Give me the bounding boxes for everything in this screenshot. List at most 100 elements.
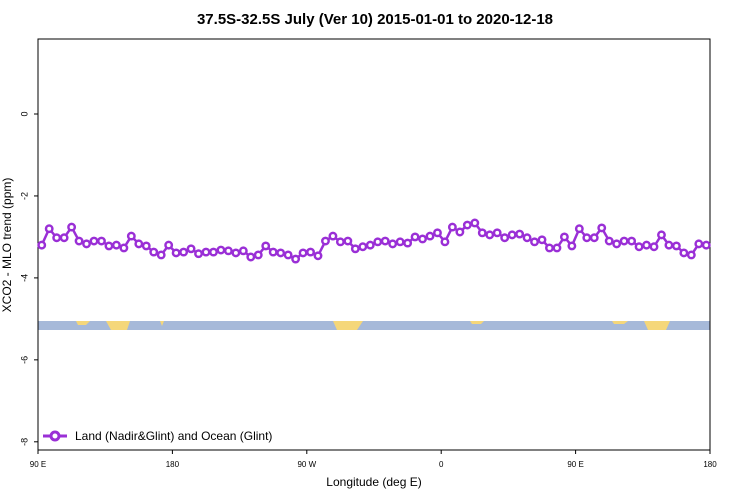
data-point [403, 238, 413, 248]
data-point [462, 220, 472, 230]
data-point [418, 234, 427, 244]
x-tick-label: 90 E [567, 460, 583, 469]
data-point [52, 233, 62, 243]
data-point [671, 241, 681, 251]
data-point [649, 242, 659, 252]
data-point [686, 250, 696, 260]
data-point [433, 228, 442, 238]
data-point [186, 244, 196, 254]
data-point [470, 218, 480, 228]
data-point [522, 233, 532, 243]
data-point [567, 241, 577, 251]
data-point [89, 236, 99, 246]
data-point [268, 247, 278, 257]
data-point [149, 247, 159, 257]
data-point [44, 224, 54, 234]
data-point [97, 236, 106, 246]
data-point [492, 228, 502, 238]
data-point [134, 239, 144, 249]
data-point [104, 241, 114, 251]
data-point [111, 240, 121, 250]
x-tick-label: 90 E [30, 460, 46, 469]
data-point [694, 239, 704, 249]
y-tick-label: -8 [19, 438, 29, 446]
data-point [597, 223, 607, 233]
data-point [358, 242, 368, 252]
data-point [559, 232, 569, 242]
data-point [425, 231, 435, 241]
data-point [37, 240, 47, 250]
legend-marker [49, 430, 61, 442]
data-point [179, 247, 189, 257]
legend-label: Land (Nadir&Glint) and Ocean (Glint) [75, 429, 272, 443]
data-point [298, 248, 308, 258]
data-point [507, 230, 517, 240]
data-point [306, 247, 315, 257]
data-point [246, 252, 256, 262]
data-point [447, 222, 457, 232]
data-point [119, 243, 129, 253]
data-point [440, 237, 450, 247]
chart-title: 37.5S-32.5S July (Ver 10) 2015-01-01 to … [197, 11, 553, 28]
data-point [657, 230, 666, 240]
data-point [126, 231, 136, 241]
x-tick-label: 180 [703, 460, 717, 469]
data-point [164, 240, 174, 250]
data-point [156, 250, 166, 260]
legend: Land (Nadir&Glint) and Ocean (Glint) [43, 429, 272, 443]
data-point [59, 233, 69, 243]
x-axis-label: Longitude (deg E) [326, 475, 421, 489]
y-axis-label: XCO2 - MLO trend (ppm) [0, 178, 14, 313]
data-point [216, 245, 226, 255]
data-point [642, 240, 651, 250]
data-point [365, 240, 375, 250]
data-point [574, 224, 584, 234]
data-point [634, 242, 644, 252]
data-point [604, 236, 614, 246]
data-point [485, 230, 495, 240]
y-tick-label: -4 [19, 274, 29, 282]
data-point [477, 228, 487, 238]
data-point [701, 240, 711, 250]
data-point [537, 235, 547, 245]
data-point [589, 233, 599, 243]
data-point [67, 222, 77, 232]
data-point [627, 236, 637, 246]
data-point [380, 236, 390, 246]
data-point [545, 243, 554, 253]
data-point [261, 241, 271, 251]
y-tick-label: -2 [19, 192, 29, 200]
data-point [679, 248, 689, 258]
data-point [321, 236, 330, 246]
data-point [313, 251, 323, 261]
data-point [276, 248, 286, 258]
map-strip [38, 321, 710, 330]
data-point [552, 243, 562, 253]
data-point [335, 237, 345, 247]
data-point [194, 249, 203, 259]
x-tick-label: 0 [439, 460, 444, 469]
data-point [171, 248, 181, 258]
x-tick-label: 90 W [297, 460, 316, 469]
data-point [291, 254, 301, 264]
x-tick-label: 180 [166, 460, 180, 469]
data-point [82, 239, 91, 249]
data-point [350, 244, 360, 254]
data-point [410, 232, 420, 242]
y-tick-label: 0 [19, 111, 29, 116]
data-point [201, 247, 211, 257]
data-point [74, 236, 84, 246]
data-point [253, 250, 263, 260]
data-point [223, 246, 233, 256]
data-point [619, 236, 629, 246]
data-point [283, 250, 293, 260]
data-point [612, 239, 622, 249]
data-point [500, 233, 510, 243]
data-point [328, 231, 338, 241]
data-point [231, 248, 241, 258]
data-point [582, 233, 592, 243]
data-point [530, 237, 539, 247]
data-point [343, 236, 353, 246]
data-point [664, 240, 674, 250]
